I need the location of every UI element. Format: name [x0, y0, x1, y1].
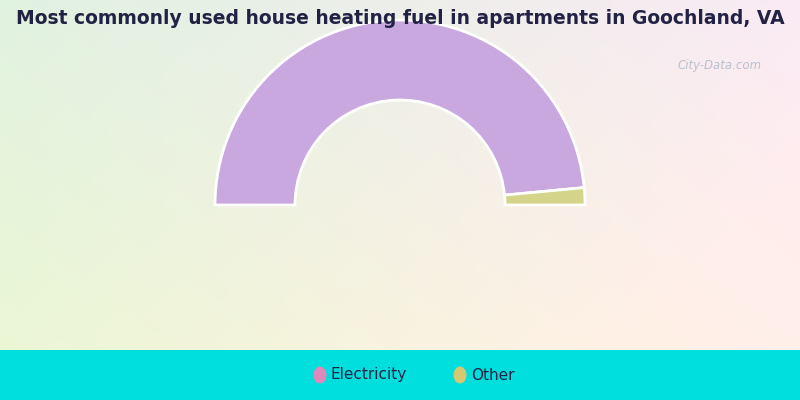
Text: City-Data.com: City-Data.com	[678, 58, 762, 72]
Text: Other: Other	[471, 368, 514, 382]
Wedge shape	[505, 188, 585, 205]
Bar	[0, 350, 800, 400]
Ellipse shape	[314, 366, 326, 384]
Text: Most commonly used house heating fuel in apartments in Goochland, VA: Most commonly used house heating fuel in…	[16, 8, 784, 28]
Ellipse shape	[454, 366, 466, 384]
Wedge shape	[215, 20, 584, 205]
Text: Electricity: Electricity	[331, 368, 407, 382]
